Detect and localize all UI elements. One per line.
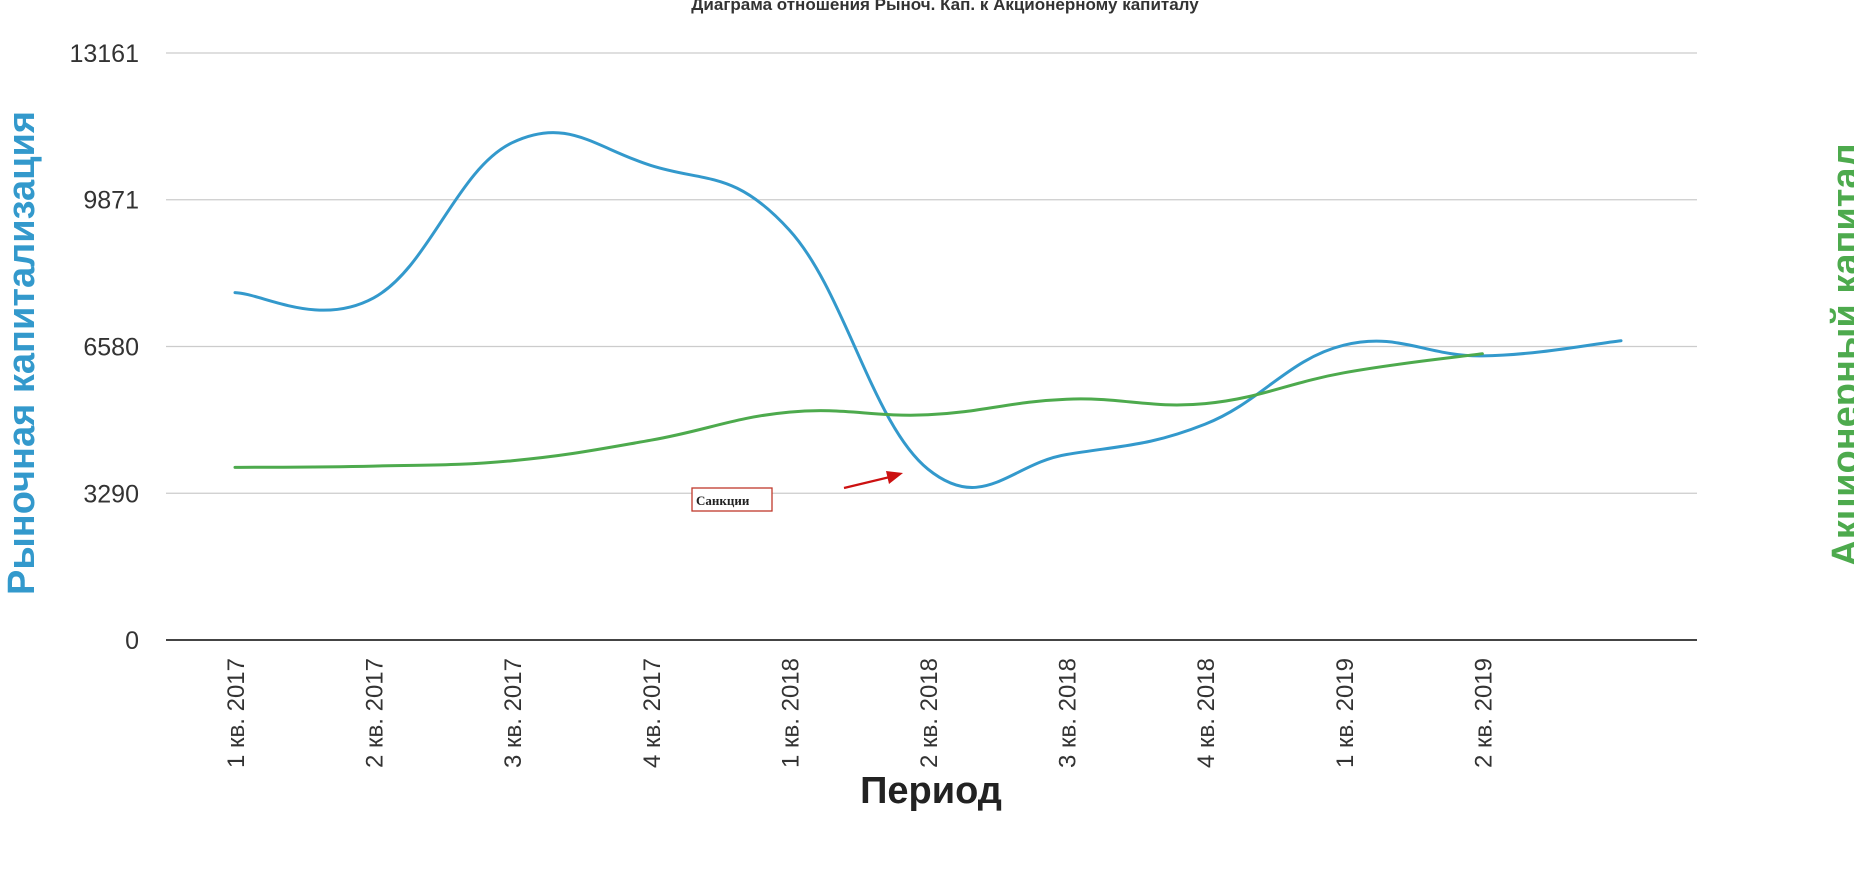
x-tick-label: 2 кв. 2017 — [362, 658, 389, 768]
annotation-box — [691, 487, 773, 512]
y-tick-label: 9871 — [83, 187, 139, 215]
y-tick-label: 0 — [125, 627, 139, 655]
x-tick-label: 4 кв. 2017 — [639, 658, 666, 768]
annotation-arrow — [843, 475, 891, 490]
x-axis-title: Период — [860, 770, 1002, 812]
x-tick-labels: 1 кв. 2017 2 кв. 2017 3 кв. 2017 4 кв. 2017… — [223, 658, 1497, 768]
x-tick-label: 3 кв. 2017 — [500, 658, 527, 768]
y-tick-label: 3290 — [83, 480, 139, 508]
chart-title: Диаграма отношения Рыноч. Кап. к Акционе… — [691, 0, 1199, 14]
x-tick-label: 3 кв. 2018 — [1055, 658, 1082, 768]
y-axis-title-right: Акционерный капитал — [1825, 143, 1854, 566]
grid-layer — [166, 52, 1697, 641]
annotation: Санкции — [691, 471, 903, 512]
y-axis-title-left: Рыночная капитализация — [1, 111, 43, 595]
x-tick-label: 1 кв. 2019 — [1332, 658, 1359, 768]
x-tick-label: 2 кв. 2018 — [916, 658, 943, 768]
annotation-arrowhead — [886, 471, 903, 484]
x-tick-label: 2 кв. 2019 — [1470, 658, 1497, 768]
x-tick-label: 4 кв. 2018 — [1193, 658, 1220, 768]
y-tick-labels: 0 3290 6580 9871 13161 — [69, 40, 139, 655]
y-tick-label: 13161 — [69, 40, 139, 68]
annotation-label: Санкции — [696, 493, 750, 508]
x-tick-label: 1 кв. 2017 — [223, 658, 250, 768]
y-tick-label: 6580 — [83, 334, 139, 362]
series-line-1 — [233, 131, 1623, 489]
series-line-2 — [233, 352, 1484, 469]
x-tick-label: 1 кв. 2018 — [777, 658, 804, 768]
series-layer — [233, 131, 1623, 489]
